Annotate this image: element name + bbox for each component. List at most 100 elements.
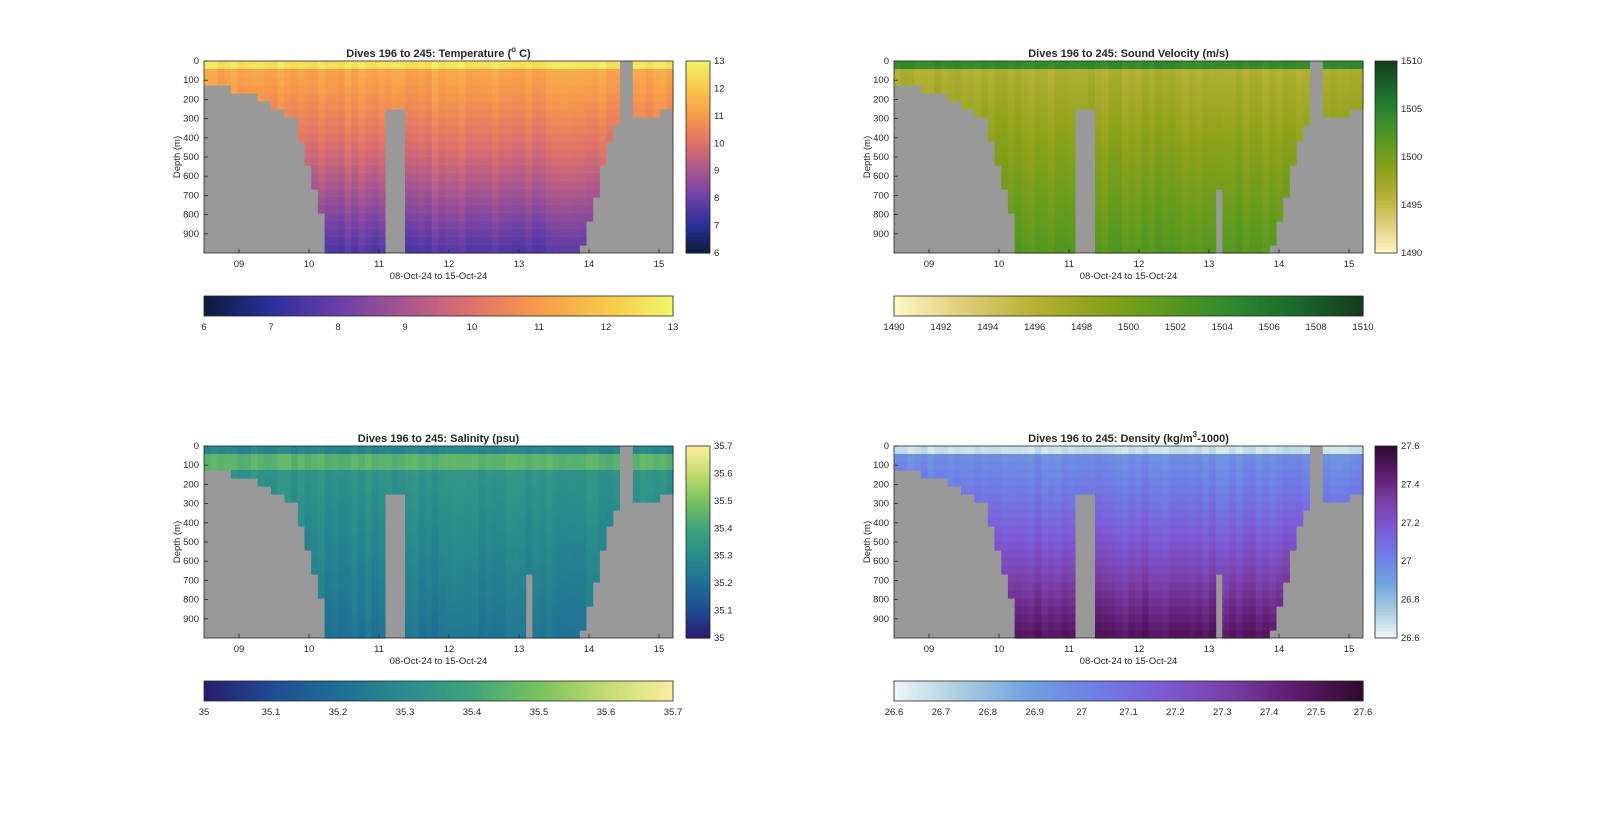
heat-cell — [1175, 478, 1183, 487]
heat-cell — [565, 454, 574, 463]
y-tick-label: 800 — [873, 210, 889, 221]
heat-cell — [1101, 173, 1109, 182]
heat-cell — [458, 494, 466, 503]
heat-cell — [1235, 117, 1243, 126]
heat-cell — [485, 574, 493, 583]
heat-cell — [431, 69, 440, 78]
colorbar-swatch — [665, 681, 670, 701]
heat-cell — [532, 77, 540, 86]
heat-cell — [425, 85, 433, 94]
heat-cell — [1135, 582, 1143, 591]
heat-cell — [451, 69, 460, 78]
heat-cell — [1249, 614, 1257, 623]
heat-cell — [1148, 534, 1156, 543]
colorbar-swatch — [686, 529, 710, 533]
heat-cell — [1269, 181, 1277, 190]
heat-cell — [458, 622, 466, 631]
heat-cell — [1128, 550, 1136, 559]
y-tick-label: 200 — [183, 94, 199, 105]
heat-cell — [1115, 446, 1123, 455]
heat-cell — [1356, 77, 1364, 86]
colorbar-swatch — [686, 227, 710, 232]
heat-cell — [1269, 93, 1277, 102]
heat-cell — [1148, 149, 1156, 158]
heat-cell — [532, 470, 540, 479]
heat-cell — [358, 454, 366, 463]
heat-cell — [1168, 574, 1176, 583]
heat-cell — [371, 141, 379, 150]
heat-cell — [639, 109, 647, 118]
heat-cell — [585, 125, 594, 134]
heat-cell — [572, 205, 580, 214]
heat-cell — [1275, 85, 1284, 94]
heat-cell — [539, 598, 547, 607]
heat-cell — [1007, 109, 1016, 118]
heat-cell — [974, 101, 982, 110]
heat-cell — [1155, 117, 1163, 126]
heat-cell — [1068, 181, 1076, 190]
heat-cell — [338, 558, 346, 567]
heat-cell — [1222, 85, 1230, 94]
heat-cell — [518, 69, 527, 78]
heat-cell — [364, 518, 373, 527]
heat-cell — [1135, 534, 1143, 543]
heat-cell — [512, 221, 520, 230]
heat-cell — [311, 157, 319, 166]
heat-cell — [425, 221, 433, 230]
heat-cell — [1168, 221, 1176, 230]
heat-cell — [378, 157, 386, 166]
colorbar-swatch — [1151, 296, 1157, 316]
heat-cell — [1282, 93, 1290, 102]
heat-cell — [1041, 542, 1049, 551]
heat-cell — [297, 462, 306, 471]
heat-cell — [472, 149, 480, 158]
colorbar-swatch — [960, 296, 965, 316]
heat-cell — [224, 462, 232, 471]
heat-cell — [338, 502, 346, 511]
horizontal-colorbar: 35 35.1 35.2 35.3 35.4 35.5 35.6 35.7 — [199, 680, 682, 718]
heat-cell — [1048, 245, 1056, 254]
heat-cell — [485, 462, 493, 471]
heat-cell — [1095, 61, 1103, 70]
heat-cell — [405, 245, 413, 254]
heat-cell — [1208, 77, 1217, 86]
heat-cell — [297, 446, 306, 455]
colorbar-swatch — [1359, 296, 1364, 316]
heat-cell — [539, 125, 547, 134]
heat-cell — [512, 550, 520, 559]
heat-cell — [1108, 590, 1116, 599]
y-tick-label: 200 — [183, 479, 199, 490]
heat-cell — [1208, 221, 1217, 230]
heat-cell — [478, 125, 486, 134]
x-tick-label: 09 — [234, 259, 245, 270]
heat-cell — [405, 598, 413, 607]
heat-cell — [1121, 205, 1130, 214]
heat-cell — [545, 117, 553, 126]
heat-cell — [411, 93, 419, 102]
heat-cell — [1235, 173, 1243, 182]
heat-cell — [371, 590, 379, 599]
heat-cell — [498, 93, 507, 102]
heat-cell — [1175, 109, 1183, 118]
heat-cell — [317, 534, 326, 543]
heat-cell — [451, 125, 460, 134]
colorbar-swatch — [379, 681, 385, 701]
heat-cell — [297, 478, 306, 487]
heat-cell — [947, 446, 955, 455]
heat-cell — [478, 69, 486, 78]
colorbar-tick-label: 6 — [714, 248, 719, 259]
colorbar-swatch — [669, 296, 674, 316]
colorbar-swatch — [995, 296, 1001, 316]
heat-cell — [1275, 197, 1284, 206]
heat-cell — [1001, 454, 1009, 463]
heat-cell — [1229, 189, 1237, 198]
heat-cell — [1061, 566, 1069, 575]
heat-cell — [1262, 149, 1270, 158]
heat-cell — [1115, 141, 1123, 150]
heat-cell — [1188, 181, 1197, 190]
colorbar-swatch — [395, 681, 401, 701]
colorbar-swatch — [246, 681, 252, 701]
colorbar-tick-label: 1494 — [977, 322, 998, 333]
heat-cell — [338, 574, 346, 583]
heat-cell — [552, 582, 560, 591]
